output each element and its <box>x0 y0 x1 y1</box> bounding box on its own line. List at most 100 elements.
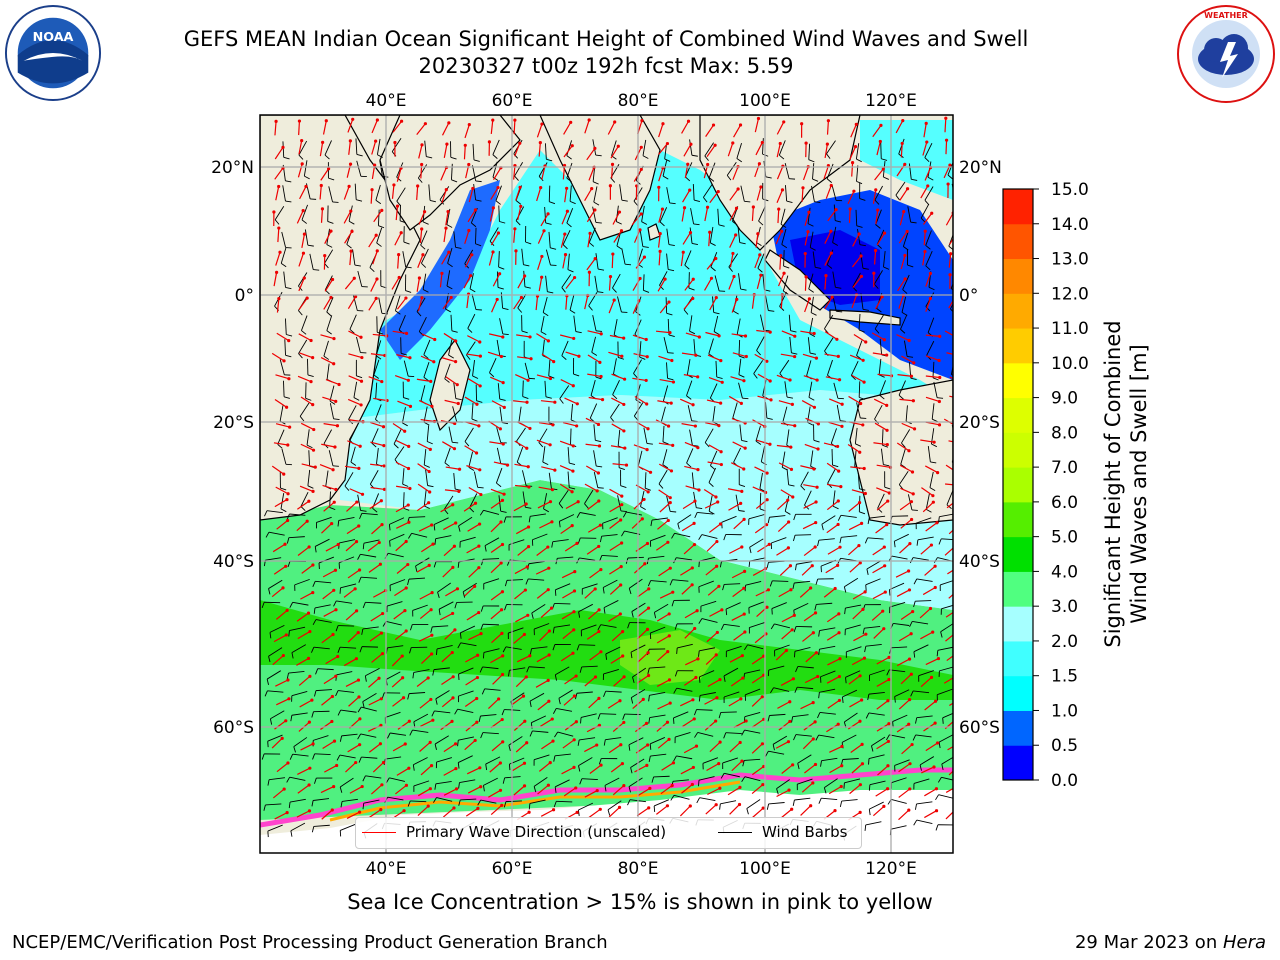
wave-direction-arrowhead <box>430 404 434 408</box>
wave-direction-arrowhead <box>501 335 505 339</box>
wind-barb-flag <box>288 802 291 809</box>
wind-barb-flag <box>554 731 559 738</box>
wind-barb-flag <box>457 762 460 769</box>
wind-barb <box>375 382 378 399</box>
wave-direction-arrow <box>588 167 595 181</box>
wave-direction-arrowhead <box>404 331 409 336</box>
wave-direction-arrow <box>661 762 674 771</box>
wind-barb <box>913 778 930 784</box>
wave-direction-arrowhead <box>882 545 886 549</box>
wave-direction-arrowhead <box>957 784 960 787</box>
wind-barb-flag <box>477 486 484 489</box>
wave-direction-arrow <box>924 167 932 181</box>
wave-direction-arrow <box>776 547 789 556</box>
wave-direction-arrow <box>321 634 334 644</box>
wave-direction-arrowhead <box>686 119 691 123</box>
wave-direction-arrowhead <box>529 357 533 361</box>
wind-barb-flag <box>786 200 793 203</box>
colorbar-tick-label: 1.0 <box>1051 701 1078 721</box>
wave-direction-arrowhead <box>500 590 505 594</box>
wind-barb <box>728 253 739 268</box>
wind-barb <box>844 778 861 784</box>
wave-direction-arrow <box>871 332 885 341</box>
wave-direction-arrowhead <box>671 443 675 447</box>
wave-direction-arrow <box>876 656 890 665</box>
wind-barb <box>874 314 884 330</box>
wave-direction-arrowhead <box>477 566 481 570</box>
wind-barb <box>344 472 354 487</box>
wave-direction-arrowhead <box>353 587 357 591</box>
wind-barb <box>739 424 743 441</box>
wind-barb-flag <box>335 690 339 697</box>
wind-barb <box>304 229 309 246</box>
wind-barb-flag <box>359 513 363 520</box>
wave-direction-arrow <box>588 808 601 818</box>
wave-direction-arrow <box>441 189 447 204</box>
wind-barb-flag <box>719 803 721 810</box>
wind-barb-flag <box>415 565 418 572</box>
wind-barb <box>783 250 785 267</box>
wave-direction-arrow <box>442 297 452 310</box>
wind-barb <box>855 143 860 160</box>
wave-direction-arrowhead <box>286 761 290 765</box>
colorbar-swatch <box>1003 328 1033 364</box>
wave-direction-arrow <box>373 210 383 223</box>
wave-direction-arrowhead <box>330 808 334 812</box>
wind-barb-flag <box>525 241 532 245</box>
wave-direction-arrowhead <box>613 120 617 124</box>
wave-direction-arrowhead <box>600 398 605 402</box>
wave-direction-arrowhead <box>522 761 527 765</box>
wind-barb-flag <box>955 330 961 332</box>
wave-direction-arrow <box>945 634 953 642</box>
wave-direction-arrow <box>344 465 359 469</box>
wind-barb-flag <box>605 653 608 660</box>
wind-barb <box>462 582 477 593</box>
wind-barb-flag <box>301 330 307 335</box>
wave-direction-arrow <box>825 185 832 199</box>
wave-direction-arrowhead <box>476 653 480 657</box>
wind-barb-flag <box>643 289 650 293</box>
wind-barb <box>460 536 476 543</box>
wind-barb-flag <box>313 607 316 614</box>
wind-barb-flag <box>350 461 357 466</box>
wave-direction-arrow <box>826 483 841 488</box>
wind-barb-flag <box>409 729 413 736</box>
wave-direction-arrow <box>683 143 692 157</box>
wave-direction-arrowhead <box>499 608 504 612</box>
wave-direction-arrowhead <box>735 297 739 301</box>
wave-direction-arrow <box>371 784 383 795</box>
wave-direction-arrow <box>368 677 380 688</box>
wave-direction-arrow <box>752 568 766 576</box>
wind-barb-flag <box>862 267 869 270</box>
wave-direction-arrow <box>637 652 649 663</box>
wind-barb-flag <box>648 717 651 724</box>
wave-direction-arrowhead <box>617 210 622 214</box>
wind-barb <box>874 185 883 201</box>
wave-direction-arrow <box>805 417 819 425</box>
wave-direction-arrowhead <box>902 210 906 214</box>
wave-direction-arrow <box>511 695 524 705</box>
wind-barb <box>756 336 765 351</box>
wind-barb-flag <box>446 285 453 290</box>
wave-direction-arrow <box>631 213 642 226</box>
wind-barb <box>824 314 834 329</box>
wind-barb-flag <box>650 520 653 527</box>
lon-tick-bottom: 120°E <box>865 859 917 879</box>
wave-direction-arrowhead <box>444 226 448 230</box>
wind-barb-flag <box>956 266 961 268</box>
wind-barb <box>666 187 671 203</box>
wave-direction-arrow <box>421 653 433 664</box>
wind-barb-flag <box>434 783 437 790</box>
wind-barb <box>721 515 737 523</box>
wave-direction-arrow <box>824 296 833 310</box>
wave-direction-arrowhead <box>305 519 309 523</box>
wave-direction-arrow <box>823 165 829 180</box>
wave-direction-arrow <box>632 278 641 291</box>
wave-direction-arrowhead <box>742 517 746 521</box>
wind-barb-flag <box>859 244 866 247</box>
wave-direction-arrow <box>443 332 457 342</box>
wave-direction-arrow <box>775 650 787 661</box>
wind-barb <box>371 428 379 444</box>
wave-direction-arrow <box>612 211 621 225</box>
wave-direction-arrowhead <box>956 336 959 339</box>
